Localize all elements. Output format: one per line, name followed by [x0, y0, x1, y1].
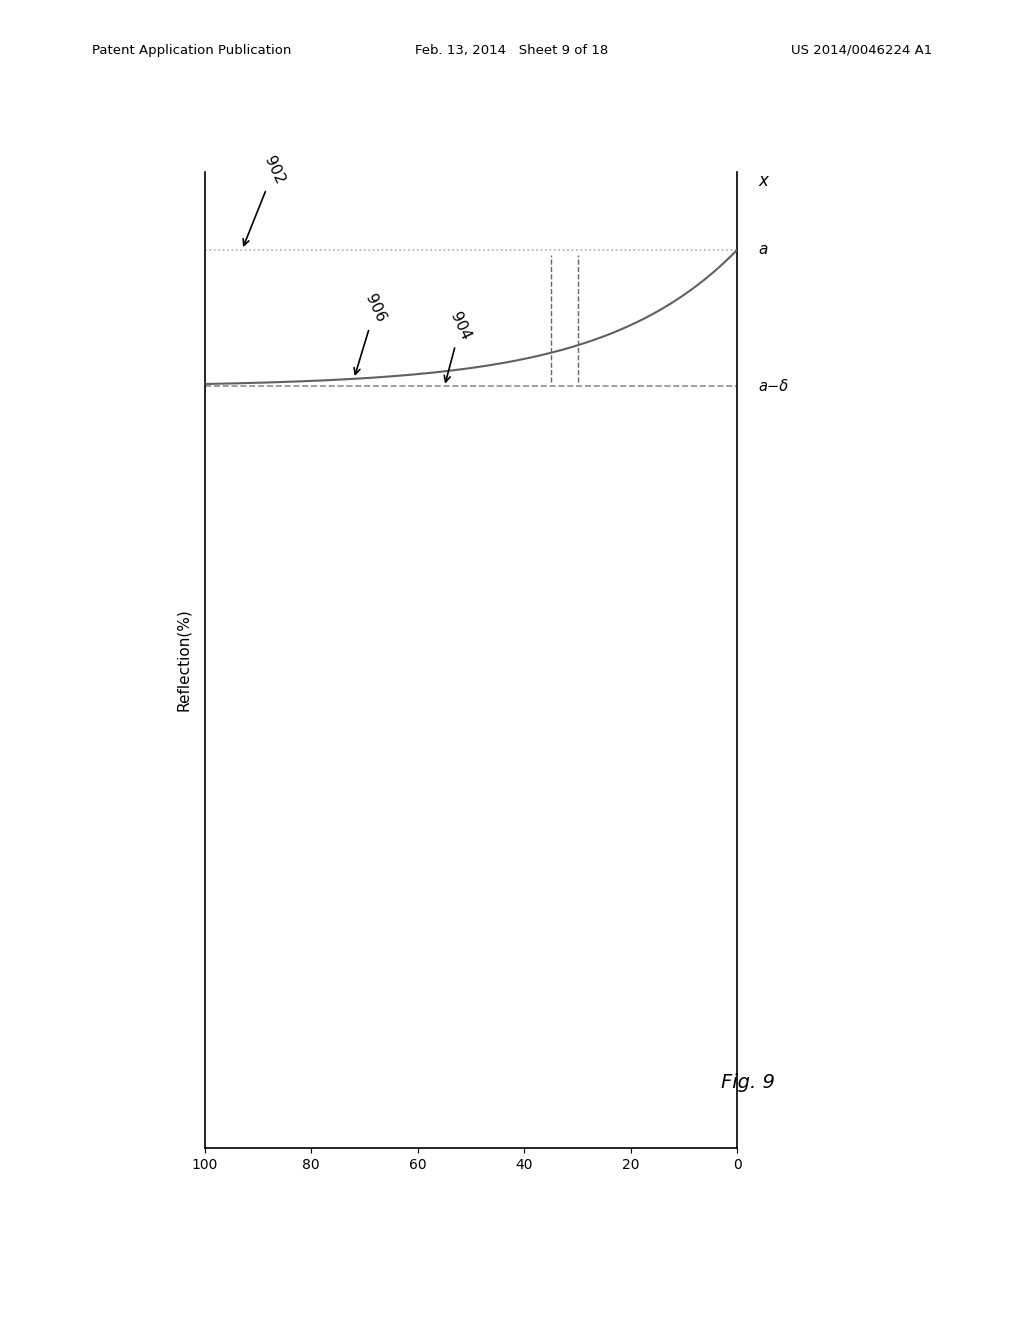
Text: a−δ: a−δ	[759, 379, 788, 393]
Text: Patent Application Publication: Patent Application Publication	[92, 44, 292, 57]
Text: a: a	[759, 243, 768, 257]
Text: x: x	[759, 172, 768, 190]
Text: Feb. 13, 2014   Sheet 9 of 18: Feb. 13, 2014 Sheet 9 of 18	[416, 44, 608, 57]
Text: 902: 902	[244, 153, 287, 246]
Text: 904: 904	[444, 310, 473, 381]
Text: 906: 906	[354, 292, 388, 375]
Text: US 2014/0046224 A1: US 2014/0046224 A1	[791, 44, 932, 57]
Text: Fig. 9: Fig. 9	[721, 1073, 774, 1092]
Y-axis label: Reflection(%): Reflection(%)	[176, 609, 190, 711]
